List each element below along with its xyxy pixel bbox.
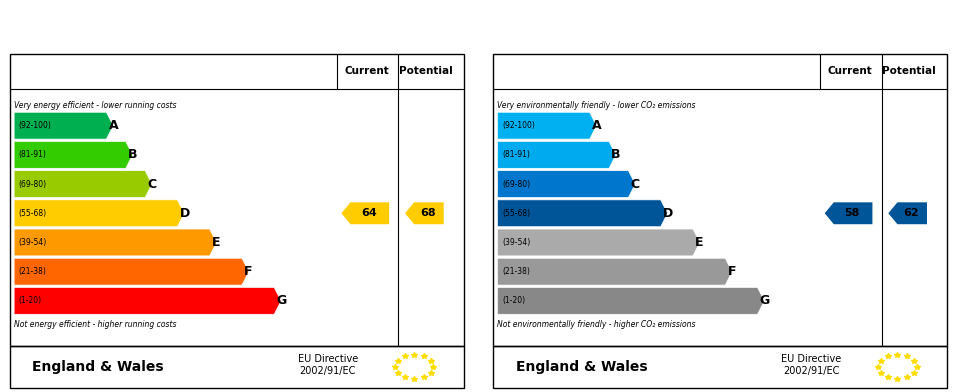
Polygon shape (498, 229, 700, 256)
Text: (55-68): (55-68) (19, 209, 47, 218)
Polygon shape (14, 142, 133, 168)
Polygon shape (888, 202, 927, 224)
Polygon shape (14, 258, 249, 285)
Text: E: E (695, 236, 703, 249)
Text: (39-54): (39-54) (502, 238, 530, 247)
Polygon shape (14, 171, 152, 198)
Text: Energy Efficiency Rating: Energy Efficiency Rating (23, 22, 233, 36)
Text: 62: 62 (903, 208, 919, 218)
Polygon shape (14, 200, 184, 227)
Text: (69-80): (69-80) (502, 180, 530, 189)
Text: A: A (109, 119, 119, 132)
Text: Current: Current (827, 66, 872, 76)
Text: G: G (760, 294, 770, 307)
Text: (39-54): (39-54) (19, 238, 47, 247)
Polygon shape (825, 202, 873, 224)
Text: G: G (277, 294, 287, 307)
Text: C: C (147, 178, 157, 191)
Polygon shape (14, 229, 216, 256)
Text: (92-100): (92-100) (502, 121, 535, 130)
Text: 68: 68 (420, 208, 435, 218)
Text: (81-91): (81-91) (19, 151, 47, 160)
Polygon shape (405, 202, 444, 224)
Text: (69-80): (69-80) (19, 180, 47, 189)
Text: Current: Current (344, 66, 389, 76)
Text: (92-100): (92-100) (19, 121, 52, 130)
Text: Potential: Potential (882, 66, 936, 76)
Text: A: A (592, 119, 602, 132)
Text: (55-68): (55-68) (502, 209, 530, 218)
Text: D: D (180, 207, 189, 220)
Text: England & Wales: England & Wales (33, 360, 164, 374)
Polygon shape (498, 112, 596, 139)
Text: Not environmentally friendly - higher CO₂ emissions: Not environmentally friendly - higher CO… (498, 319, 696, 328)
Text: Environmental (CO: Environmental (CO (506, 22, 668, 36)
Polygon shape (14, 287, 281, 314)
Text: England & Wales: England & Wales (516, 360, 647, 374)
Text: E: E (211, 236, 220, 249)
Polygon shape (498, 142, 616, 168)
Polygon shape (498, 200, 667, 227)
Text: EU Directive
2002/91/EC: EU Directive 2002/91/EC (781, 354, 841, 376)
Polygon shape (14, 112, 113, 139)
Text: B: B (612, 149, 621, 162)
Polygon shape (498, 287, 765, 314)
Text: F: F (727, 265, 736, 278)
Text: (21-38): (21-38) (19, 267, 47, 276)
Text: Very energy efficient - lower running costs: Very energy efficient - lower running co… (14, 101, 177, 110)
Text: (21-38): (21-38) (502, 267, 530, 276)
Text: B: B (128, 149, 138, 162)
Text: Environmental (CO₂) Impact Rating: Environmental (CO₂) Impact Rating (506, 22, 808, 36)
Text: F: F (244, 265, 253, 278)
Text: D: D (663, 207, 673, 220)
Text: (1-20): (1-20) (502, 296, 525, 305)
Text: Potential: Potential (399, 66, 453, 76)
Text: Not energy efficient - higher running costs: Not energy efficient - higher running co… (14, 319, 177, 328)
Text: (1-20): (1-20) (19, 296, 42, 305)
Text: C: C (631, 178, 640, 191)
Text: 58: 58 (844, 208, 859, 218)
Text: EU Directive
2002/91/EC: EU Directive 2002/91/EC (298, 354, 358, 376)
Polygon shape (498, 171, 635, 198)
Text: (81-91): (81-91) (502, 151, 530, 160)
Text: 64: 64 (361, 208, 376, 218)
Text: Very environmentally friendly - lower CO₂ emissions: Very environmentally friendly - lower CO… (498, 101, 696, 110)
Polygon shape (342, 202, 389, 224)
Polygon shape (498, 258, 732, 285)
